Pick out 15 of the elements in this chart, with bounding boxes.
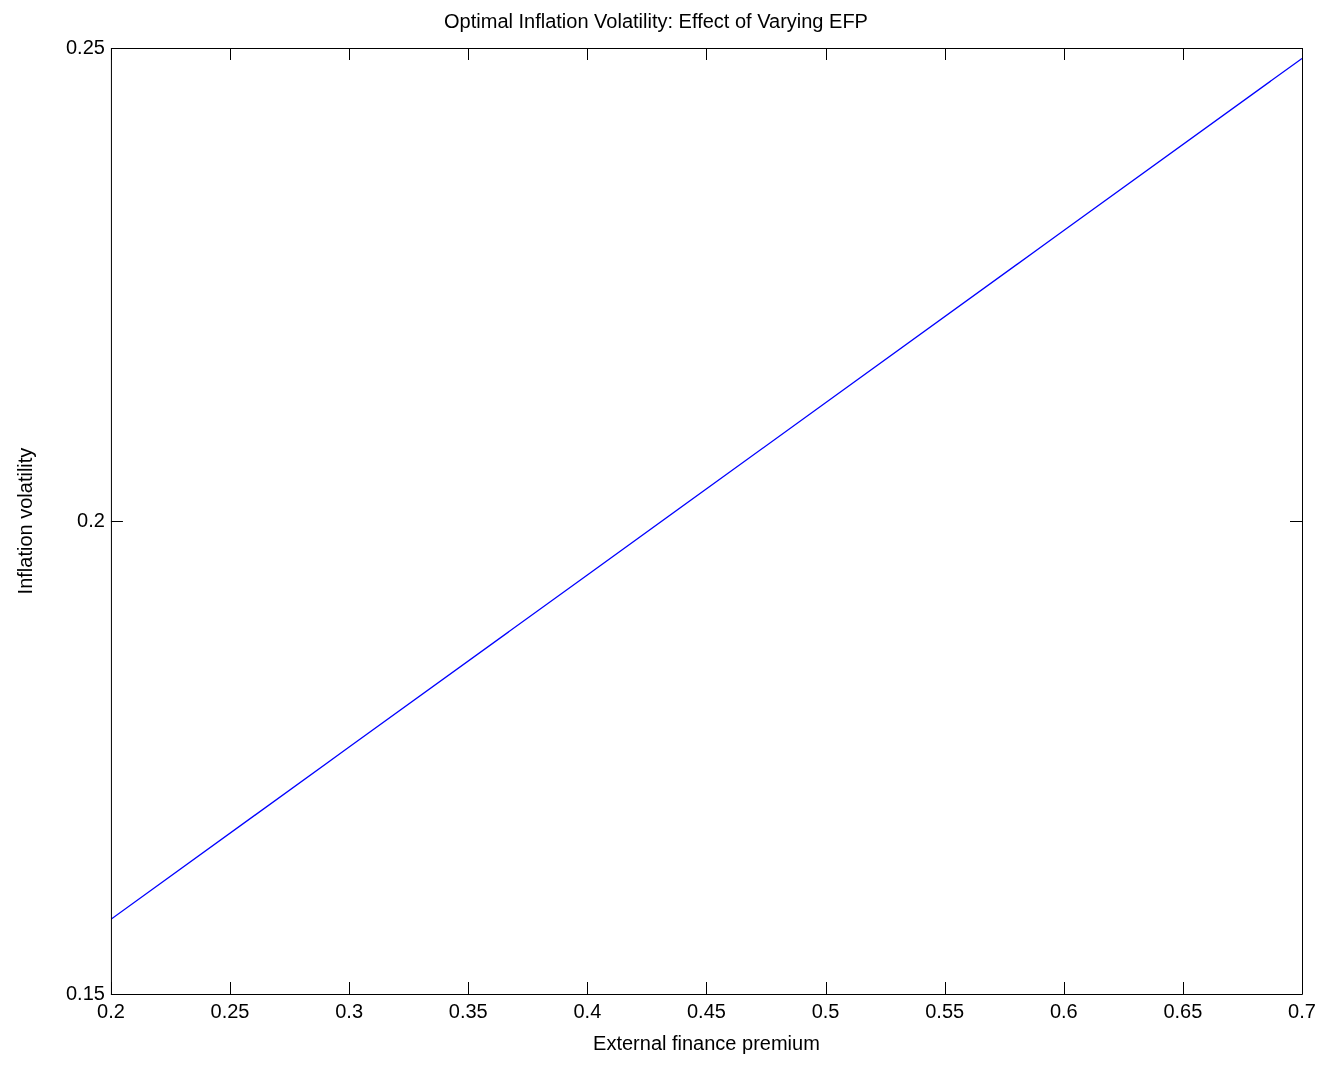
x-tick-label: 0.5	[811, 999, 840, 1022]
chart-title: Optimal Inflation Volatility: Effect of Varying EFP	[444, 9, 868, 32]
x-tick-label: 0.3	[335, 999, 364, 1022]
x-tick-label: 0.45	[686, 999, 726, 1022]
x-tick-label: 0.25	[210, 999, 250, 1022]
x-tick-label: 0.65	[1163, 999, 1203, 1022]
x-tick-label: 0.4	[573, 999, 602, 1022]
x-tick-label: 0.7	[1288, 999, 1316, 1022]
y-axis-title: Inflation volatility	[13, 447, 36, 595]
y-tick-label: 0.25	[65, 35, 105, 58]
x-axis-title: External finance premium	[593, 1031, 820, 1054]
y-tick-label: 0.2	[77, 508, 105, 531]
x-tick-label: 0.6	[1049, 999, 1078, 1022]
x-tick-label: 0.35	[448, 999, 488, 1022]
x-tick-label: 0.55	[925, 999, 965, 1022]
